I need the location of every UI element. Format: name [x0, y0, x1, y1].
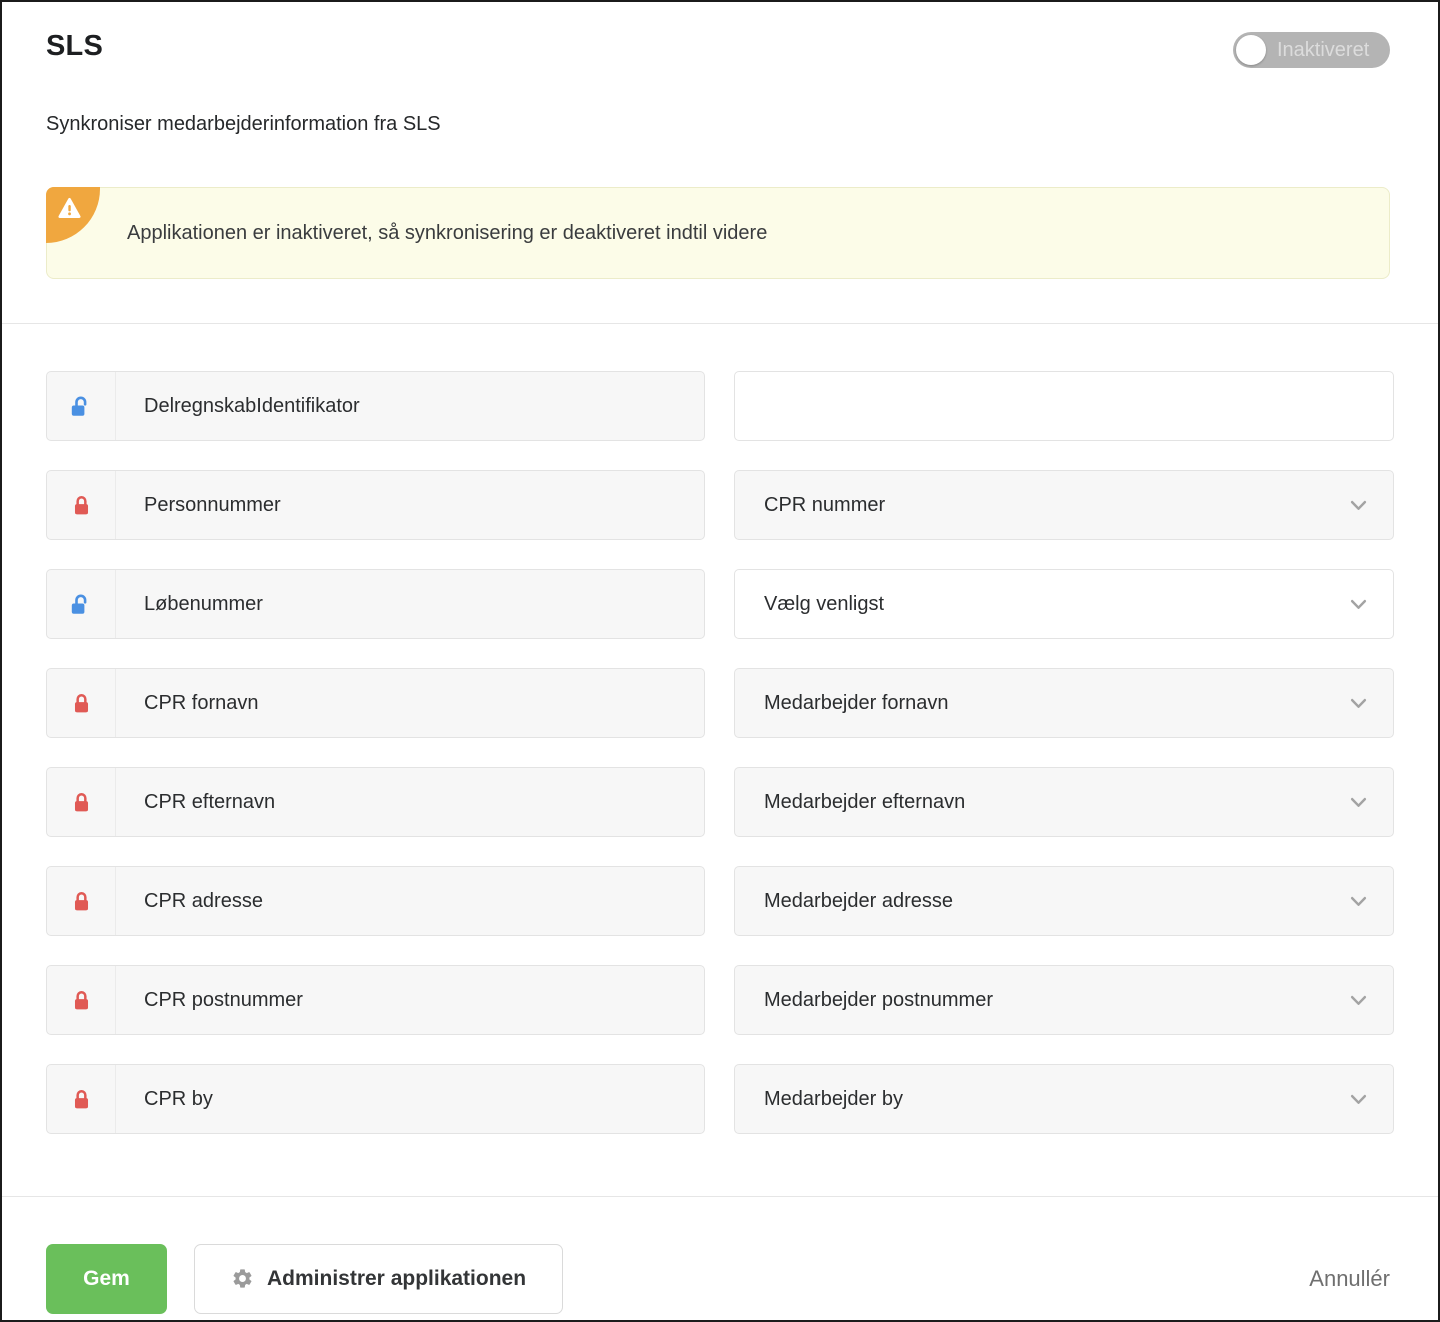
mapping-list: DelregnskabIdentifikator Per	[46, 371, 1394, 1134]
source-field: CPR adresse	[46, 866, 705, 936]
target-select[interactable]: Medarbejder adresse	[734, 866, 1394, 936]
source-field-label: CPR by	[144, 1087, 213, 1110]
lock-cell	[47, 1065, 116, 1133]
chevron-down-icon	[1350, 995, 1367, 1006]
toggle-label: Inaktiveret	[1277, 38, 1370, 61]
source-field-label: Personnummer	[144, 493, 281, 516]
mapping-row: CPR adresse Medarbejder adresse	[46, 866, 1394, 936]
mapping-row: Løbenummer Vælg venligst	[46, 569, 1394, 639]
target-select-label: Medarbejder fornavn	[764, 691, 949, 714]
save-button[interactable]: Gem	[46, 1243, 167, 1314]
locked-padlock-icon[interactable]	[70, 987, 93, 1014]
mapping-row: CPR by Medarbejder by	[46, 1064, 1394, 1134]
target-select[interactable]: Vælg venligst	[734, 569, 1394, 639]
warning-banner: Applikationen er inaktiveret, så synkron…	[46, 187, 1390, 279]
chevron-down-icon	[1350, 500, 1367, 511]
target-select-label: Medarbejder by	[764, 1087, 903, 1110]
locked-padlock-icon[interactable]	[70, 1086, 93, 1113]
mapping-row: Personnummer CPR nummer	[46, 470, 1394, 540]
lock-cell	[47, 471, 116, 539]
lock-cell	[47, 966, 116, 1034]
lock-cell	[47, 867, 116, 935]
target-select-label: Medarbejder postnummer	[764, 988, 993, 1011]
target-select[interactable]: CPR nummer	[734, 470, 1394, 540]
locked-padlock-icon[interactable]	[70, 690, 93, 717]
header: SLS Inaktiveret Synkroniser medarbejderi…	[2, 2, 1438, 279]
gear-icon	[231, 1267, 254, 1290]
locked-padlock-icon[interactable]	[70, 492, 93, 519]
source-field-label: CPR postnummer	[144, 988, 303, 1011]
source-field-label: Løbenummer	[144, 592, 263, 615]
source-field: DelregnskabIdentifikator	[46, 371, 705, 441]
warning-text: Applikationen er inaktiveret, så synkron…	[127, 221, 768, 244]
lock-cell	[47, 768, 116, 836]
source-field-label: CPR adresse	[144, 889, 263, 912]
source-field: CPR efternavn	[46, 767, 705, 837]
manage-application-button[interactable]: Administrer applikationen	[194, 1243, 564, 1314]
source-field: CPR by	[46, 1064, 705, 1134]
chevron-down-icon	[1350, 599, 1367, 610]
source-field-label: DelregnskabIdentifikator	[144, 394, 360, 417]
mapping-section: DelregnskabIdentifikator Per	[2, 323, 1438, 1196]
mapping-row: DelregnskabIdentifikator	[46, 371, 1394, 441]
unlocked-padlock-icon[interactable]	[69, 393, 93, 420]
footer: Gem Administrer applikationen Annullér	[2, 1196, 1438, 1320]
locked-padlock-icon[interactable]	[70, 789, 93, 816]
page-subtitle: Synkroniser medarbejderinformation fra S…	[46, 113, 441, 135]
target-input[interactable]	[734, 371, 1394, 441]
chevron-down-icon	[1350, 797, 1367, 808]
page-title: SLS	[46, 30, 103, 62]
target-select[interactable]: Medarbejder postnummer	[734, 965, 1394, 1035]
source-field: Løbenummer	[46, 569, 705, 639]
source-field-label: CPR efternavn	[144, 790, 276, 813]
toggle-knob[interactable]	[1236, 35, 1266, 65]
active-toggle[interactable]: Inaktiveret	[1233, 32, 1390, 68]
lock-cell	[47, 669, 116, 737]
target-select-label: CPR nummer	[764, 493, 886, 516]
unlocked-padlock-icon[interactable]	[69, 591, 93, 618]
target-select-label: Medarbejder adresse	[764, 889, 953, 912]
source-field-label: CPR fornavn	[144, 691, 259, 714]
warning-triangle-icon	[46, 187, 100, 243]
target-select-label: Medarbejder efternavn	[764, 790, 966, 813]
chevron-down-icon	[1350, 896, 1367, 907]
source-field: CPR fornavn	[46, 668, 705, 738]
manage-application-label: Administrer applikationen	[267, 1266, 527, 1290]
target-select[interactable]: Medarbejder efternavn	[734, 767, 1394, 837]
cancel-button[interactable]: Annullér	[1309, 1265, 1390, 1291]
lock-cell	[47, 570, 116, 638]
chevron-down-icon	[1350, 1094, 1367, 1105]
mapping-row: CPR efternavn Medarbejder efternavn	[46, 767, 1394, 837]
source-field: CPR postnummer	[46, 965, 705, 1035]
mapping-row: CPR fornavn Medarbejder fornavn	[46, 668, 1394, 738]
lock-cell	[47, 372, 116, 440]
locked-padlock-icon[interactable]	[70, 888, 93, 915]
target-select[interactable]: Medarbejder by	[734, 1064, 1394, 1134]
target-select-label: Vælg venligst	[764, 592, 885, 615]
mapping-row: CPR postnummer Medarbejder postnummer	[46, 965, 1394, 1035]
target-select[interactable]: Medarbejder fornavn	[734, 668, 1394, 738]
source-field: Personnummer	[46, 470, 705, 540]
chevron-down-icon	[1350, 698, 1367, 709]
